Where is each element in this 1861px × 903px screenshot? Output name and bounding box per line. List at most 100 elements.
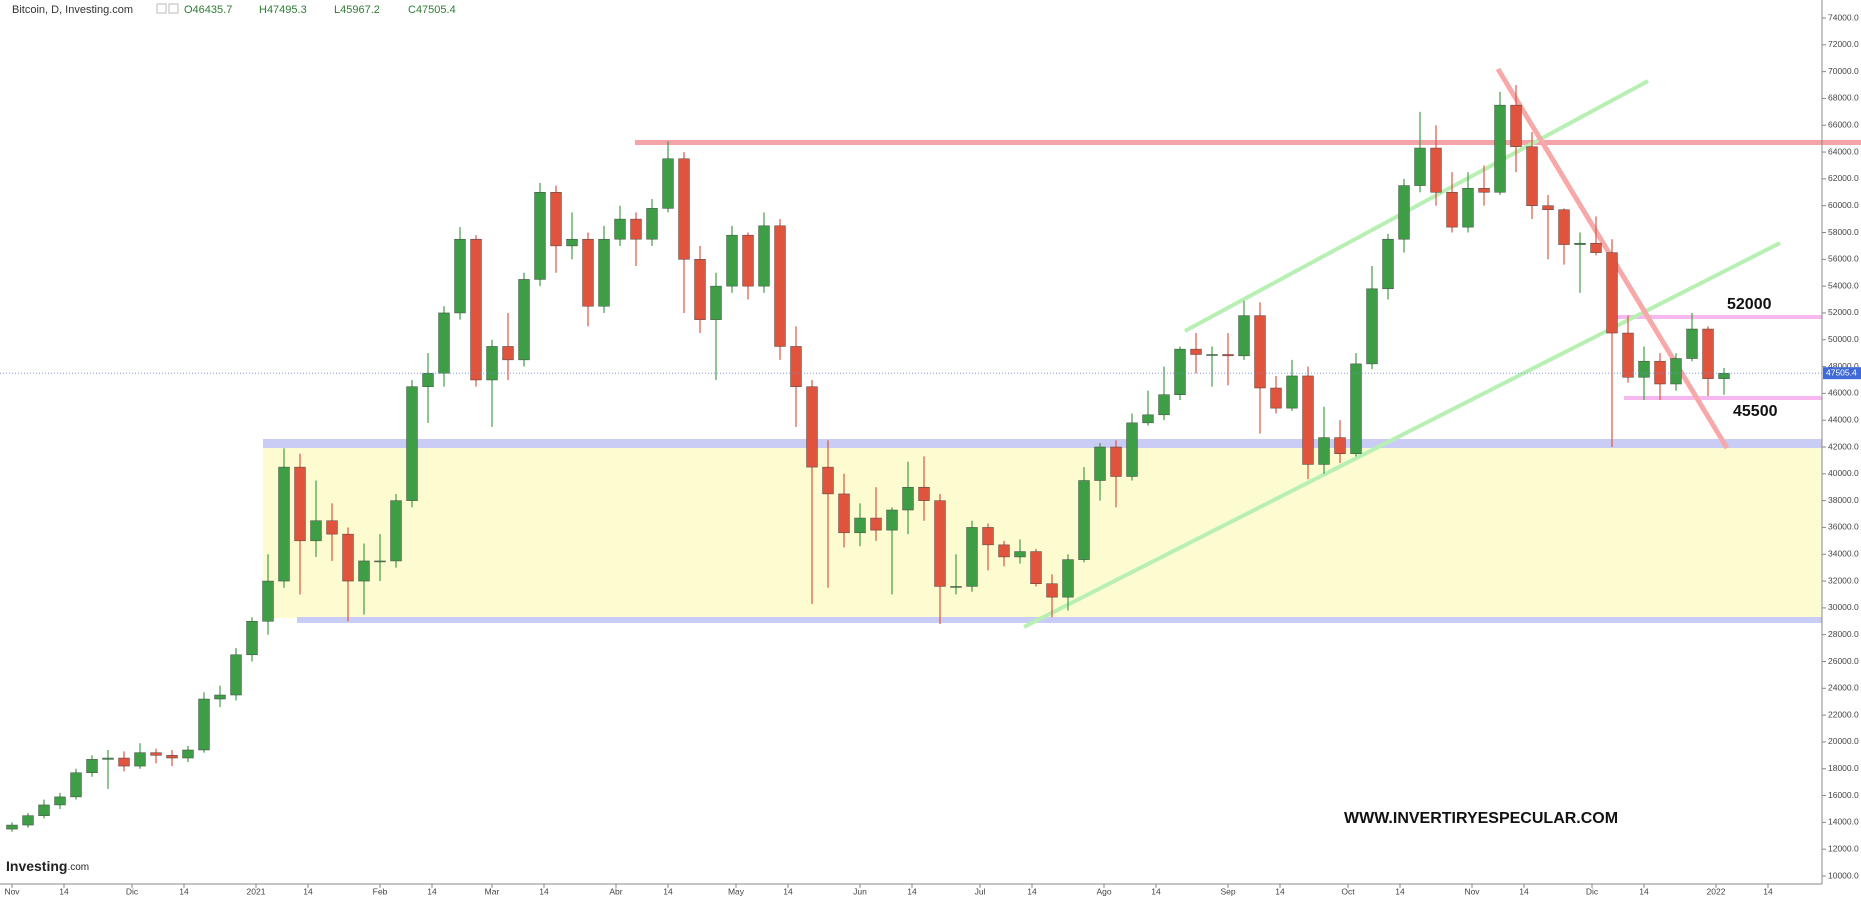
candle-body: [694, 259, 706, 320]
x-tick-label: May: [728, 886, 745, 896]
candle-body: [1462, 188, 1474, 228]
x-tick-label: 14: [663, 886, 673, 896]
candle-body: [1494, 104, 1506, 193]
logo-suffix: .com: [67, 862, 89, 873]
candle-body: [1158, 394, 1170, 416]
y-tick-label: 68000.0: [1828, 93, 1859, 103]
x-tick-label: Dic: [126, 886, 139, 896]
candle-body: [742, 234, 754, 287]
candle-body: [950, 586, 962, 588]
y-tick-label: 26000.0: [1828, 656, 1859, 666]
candle-body: [374, 560, 386, 563]
candle-body: [1718, 373, 1730, 379]
y-tick-label: 74000.0: [1828, 12, 1859, 22]
candle-body: [614, 218, 626, 240]
candle-body: [1382, 238, 1394, 290]
y-tick-label: 60000.0: [1828, 200, 1859, 210]
y-tick-label: 38000.0: [1828, 495, 1859, 505]
candle-body: [582, 238, 594, 307]
candle-body: [230, 654, 242, 696]
last-price-label: 47505.4: [1826, 367, 1857, 377]
candle-body: [870, 517, 882, 531]
x-tick-label: Abr: [609, 886, 622, 896]
candle-body: [822, 466, 834, 495]
candle-body: [182, 749, 194, 759]
candle-body: [1094, 446, 1106, 481]
y-tick-label: 70000.0: [1828, 66, 1859, 76]
y-tick-label: 72000.0: [1828, 39, 1859, 49]
ohlc-label: O46435.7: [184, 4, 232, 16]
x-tick-label: 14: [1395, 886, 1405, 896]
candle-body: [1446, 192, 1458, 228]
x-tick-label: 14: [783, 886, 793, 896]
y-tick-label: 62000.0: [1828, 173, 1859, 183]
x-tick-label: 2022: [1707, 886, 1726, 896]
last-price-tag: [1823, 367, 1861, 380]
candle-body: [262, 580, 274, 622]
x-tick-label: Feb: [373, 886, 388, 896]
x-tick-label: 14: [539, 886, 549, 896]
candle-body: [1046, 583, 1058, 598]
candle-body: [1638, 360, 1650, 378]
candle-body: [342, 533, 354, 582]
candle-body: [1254, 315, 1266, 389]
candle-body: [726, 234, 738, 287]
y-tick-label: 64000.0: [1828, 146, 1859, 156]
support-band: [297, 617, 1822, 623]
candle-body: [550, 192, 562, 247]
candle-body: [118, 757, 130, 767]
x-tick-label: 14: [907, 886, 917, 896]
candle-body: [1654, 360, 1666, 385]
candle-body: [790, 346, 802, 387]
y-tick-label: 24000.0: [1828, 683, 1859, 693]
candle-body: [1174, 348, 1186, 395]
candle-body: [1126, 422, 1138, 477]
candle-body: [646, 208, 658, 240]
x-tick-label: Mar: [485, 886, 500, 896]
candle-body: [1222, 354, 1234, 357]
candle-body: [134, 752, 146, 767]
annotation: 45500: [1733, 403, 1778, 420]
watermark: WWW.INVERTIRYESPECULAR.COM: [1344, 810, 1618, 827]
candle-body: [1526, 146, 1538, 206]
candle-body: [566, 238, 578, 247]
y-tick-label: 66000.0: [1828, 120, 1859, 130]
ohlc-label: H47495.3: [259, 4, 307, 16]
candle-body: [1238, 315, 1250, 357]
candle-body: [1366, 288, 1378, 365]
candle-body: [1622, 332, 1634, 378]
y-tick-label: 30000.0: [1828, 602, 1859, 612]
annotation: 52000: [1727, 296, 1772, 313]
candle-body: [294, 466, 306, 542]
candle-body: [1686, 328, 1698, 359]
y-tick-label: 18000.0: [1828, 763, 1859, 773]
candle-body: [806, 386, 818, 468]
y-tick-label: 20000.0: [1828, 736, 1859, 746]
candle-body: [70, 772, 82, 798]
y-tick-label: 40000.0: [1828, 468, 1859, 478]
candle-body: [1302, 375, 1314, 465]
candle-body: [502, 346, 514, 361]
support-band: [263, 439, 1822, 448]
candle-body: [1414, 147, 1426, 186]
candle-body: [470, 238, 482, 381]
candle-body: [406, 386, 418, 501]
x-tick-label: Nov: [1464, 886, 1480, 896]
y-tick-label: 54000.0: [1828, 280, 1859, 290]
candle-body: [1142, 414, 1154, 424]
candle-body: [1398, 185, 1410, 240]
x-tick-label: 14: [427, 886, 437, 896]
candle-body: [6, 824, 18, 830]
candle-body: [1350, 363, 1362, 454]
x-tick-label: Oct: [1341, 886, 1355, 896]
x-tick-label: 14: [1027, 886, 1037, 896]
candle-body: [518, 279, 530, 361]
x-tick-label: Sep: [1220, 886, 1235, 896]
candle-body: [838, 493, 850, 534]
x-tick-label: 14: [1519, 886, 1529, 896]
candle-body: [854, 517, 866, 534]
y-tick-label: 44000.0: [1828, 414, 1859, 424]
candle-body: [150, 752, 162, 756]
candle-body: [486, 346, 498, 381]
candle-body: [1206, 354, 1218, 356]
